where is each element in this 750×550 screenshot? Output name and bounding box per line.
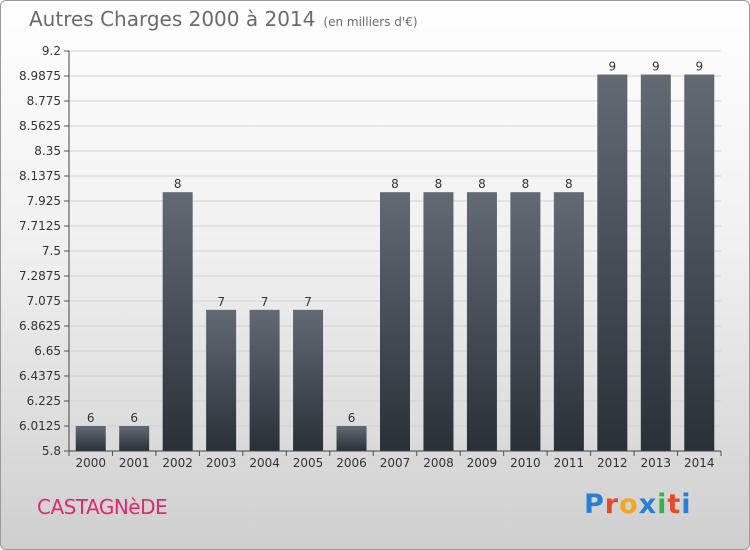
x-tick-label-2009: 2009 xyxy=(467,456,498,470)
title-unit: (en milliers d'€) xyxy=(323,15,418,29)
y-tick-label: 6.225 xyxy=(27,394,61,408)
y-tick-label: 6.8625 xyxy=(19,319,61,333)
data-label-2010: 8 xyxy=(522,177,530,191)
bar-2000 xyxy=(75,426,106,451)
x-tick-label-2004: 2004 xyxy=(249,456,280,470)
data-label-2000: 6 xyxy=(87,411,95,425)
commune-name: CASTAGNèDE xyxy=(37,495,168,519)
data-label-2008: 8 xyxy=(435,177,443,191)
x-axis-ticks: 2000 2001 2002 2003 2004 2005 2006 2007 2008 2009… xyxy=(68,451,722,470)
data-label-2005: 7 xyxy=(304,295,312,309)
x-tick-label-2007: 2007 xyxy=(380,456,411,470)
data-label-2013: 9 xyxy=(652,60,660,74)
bar-2002 xyxy=(162,192,193,452)
bar-2013 xyxy=(640,74,671,451)
title-text: Autres Charges 2000 à 2014 xyxy=(29,7,316,31)
y-tick-label: 8.5625 xyxy=(19,119,61,133)
x-tick-label-2011: 2011 xyxy=(554,456,585,470)
chart-title: Autres Charges 2000 à 2014 (en milliers d… xyxy=(29,7,418,31)
data-label-2007: 8 xyxy=(391,177,399,191)
x-tick-label-2005: 2005 xyxy=(293,456,324,470)
data-label-2004: 7 xyxy=(261,295,269,309)
logo-letter: x xyxy=(638,489,658,520)
y-tick-label: 6.65 xyxy=(34,344,61,358)
data-label-2014: 9 xyxy=(695,60,703,74)
logo-letter: o xyxy=(619,489,639,520)
logo-letter: i xyxy=(657,489,668,520)
logo-letter: r xyxy=(604,489,620,520)
y-tick-label: 7.2875 xyxy=(19,269,61,283)
y-tick-label: 7.7125 xyxy=(19,219,61,233)
data-labels: 6 6 8 7 7 7 6 8 8 8 8 8 9 9 9 xyxy=(87,60,703,425)
data-label-2002: 8 xyxy=(174,177,182,191)
bar-2001 xyxy=(119,426,150,451)
x-tick-label-2012: 2012 xyxy=(597,456,628,470)
y-tick-label: 8.775 xyxy=(27,94,61,108)
logo-letter: t xyxy=(667,489,682,520)
data-label-2009: 8 xyxy=(478,177,486,191)
logo-letter: i xyxy=(681,489,692,520)
y-tick-label: 8.9875 xyxy=(19,69,61,83)
x-tick-label-2002: 2002 xyxy=(162,456,193,470)
y-axis-ticks: 5.8 6.0125 6.225 6.4375 6.65 6.8625 7.075 7.287… xyxy=(19,44,69,458)
bar-2008 xyxy=(423,192,454,452)
bar-2003 xyxy=(206,309,237,451)
bar-2011 xyxy=(553,192,584,452)
x-tick-label-2000: 2000 xyxy=(75,456,106,470)
data-label-2012: 9 xyxy=(609,60,617,74)
bar-2006 xyxy=(336,426,367,451)
bar-2014 xyxy=(684,74,715,451)
bars xyxy=(75,74,715,452)
x-tick-label-2006: 2006 xyxy=(336,456,367,470)
y-tick-label: 9.2 xyxy=(42,44,61,58)
y-tick-label: 6.4375 xyxy=(19,369,61,383)
y-tick-label: 7.075 xyxy=(27,294,61,308)
x-tick-label-2008: 2008 xyxy=(423,456,454,470)
y-tick-label: 7.925 xyxy=(27,194,61,208)
y-tick-label: 7.5 xyxy=(42,244,61,258)
proxiti-logo: Proxiti xyxy=(584,489,692,520)
bar-2005 xyxy=(293,309,324,451)
x-tick-label-2003: 2003 xyxy=(206,456,237,470)
bar-2012 xyxy=(597,74,628,451)
logo-letter: P xyxy=(584,489,605,520)
data-label-2003: 7 xyxy=(217,295,225,309)
x-tick-label-2010: 2010 xyxy=(510,456,541,470)
data-label-2001: 6 xyxy=(130,411,138,425)
axes xyxy=(68,51,721,452)
x-tick-label-2001: 2001 xyxy=(119,456,150,470)
x-tick-label-2014: 2014 xyxy=(684,456,715,470)
y-tick-label: 8.35 xyxy=(34,144,61,158)
x-tick-label-2013: 2013 xyxy=(641,456,672,470)
data-label-2011: 8 xyxy=(565,177,573,191)
bar-2010 xyxy=(510,192,541,452)
y-tick-label: 6.0125 xyxy=(19,419,61,433)
data-label-2006: 6 xyxy=(348,411,356,425)
bar-2007 xyxy=(380,192,410,452)
y-tick-label: 8.1375 xyxy=(19,169,61,183)
bar-2009 xyxy=(466,192,497,452)
y-tick-label: 5.8 xyxy=(42,444,61,458)
bar-2004 xyxy=(249,309,280,451)
